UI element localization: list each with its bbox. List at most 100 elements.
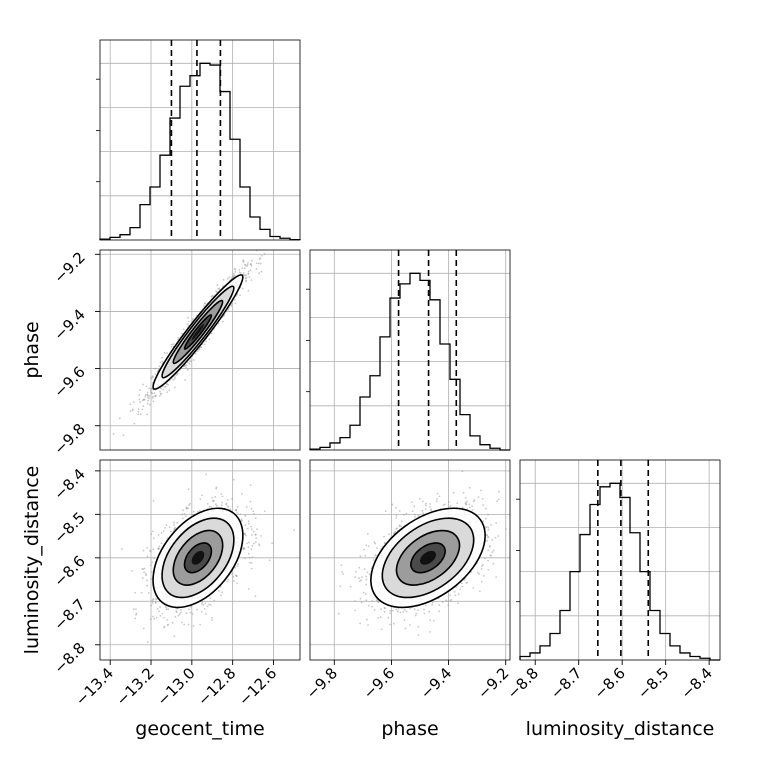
scatter-point — [141, 577, 144, 580]
scatter-point — [243, 546, 245, 549]
scatter-point — [376, 547, 378, 549]
scatter-point — [170, 530, 172, 533]
scatter-point — [354, 609, 356, 612]
scatter-point — [135, 613, 137, 616]
scatter-point — [133, 401, 135, 403]
scatter-point — [365, 544, 368, 547]
scatter-point — [150, 387, 153, 390]
scatter-point — [205, 340, 208, 343]
scatter-point — [177, 336, 180, 339]
scatter-point — [173, 521, 175, 524]
scatter-point — [164, 386, 166, 388]
scatter-point — [366, 533, 369, 535]
scatter-point — [417, 634, 420, 636]
scatter-point — [424, 604, 427, 607]
scatter-point — [250, 525, 252, 528]
scatter-point — [341, 571, 343, 573]
scatter-point — [243, 533, 246, 535]
scatter-point — [181, 513, 184, 516]
scatter-point — [174, 376, 176, 378]
scatter-point — [188, 608, 191, 611]
scatter-point — [238, 269, 241, 271]
scatter-point — [192, 359, 195, 361]
scatter-point — [236, 512, 239, 514]
scatter-point — [161, 612, 164, 615]
scatter-panel-geocent_time-luminosity_distance — [99, 459, 301, 661]
scatter-point — [374, 542, 377, 545]
scatter-point — [246, 542, 248, 545]
scatter-point — [203, 608, 206, 610]
scatter-point — [213, 599, 216, 602]
scatter-point — [208, 505, 211, 508]
scatter-point — [254, 541, 257, 543]
scatter-point — [235, 508, 238, 511]
scatter-point — [168, 389, 171, 392]
scatter-point — [209, 597, 212, 599]
scatter-point — [367, 624, 369, 626]
scatter-point — [414, 516, 416, 518]
scatter-point — [187, 320, 190, 323]
scatter-point — [184, 379, 187, 381]
scatter-point — [221, 591, 224, 594]
scatter-point — [173, 524, 175, 526]
scatter-point — [447, 501, 450, 503]
scatter-point — [293, 529, 295, 532]
panel-frame — [519, 459, 721, 661]
scatter-point — [494, 536, 497, 539]
panel-frame — [99, 249, 301, 451]
scatter-point — [247, 588, 250, 590]
scatter-point — [181, 332, 184, 335]
density-geocent_time-luminosity_distance — [121, 473, 295, 643]
scatter-point — [425, 502, 427, 505]
histogram-step-phase — [309, 272, 510, 451]
scatter-point — [383, 535, 385, 538]
scatter-point — [149, 564, 152, 567]
scatter-point — [135, 608, 137, 610]
scatter-point — [258, 544, 261, 547]
scatter-point — [530, 515, 532, 517]
scatter-point — [142, 398, 145, 401]
scatter-point — [150, 391, 153, 393]
scatter-point — [159, 606, 162, 608]
scatter-point — [159, 614, 162, 617]
scatter-point — [166, 624, 169, 627]
scatter-point — [145, 573, 147, 575]
scatter-point — [182, 517, 184, 520]
scatter-point — [208, 603, 210, 606]
scatter-point — [418, 497, 421, 500]
scatter-point — [155, 616, 158, 619]
scatter-point — [241, 287, 244, 290]
scatter-point — [410, 501, 413, 504]
scatter-point — [210, 619, 213, 621]
scatter-point — [383, 610, 386, 613]
scatter-point — [389, 623, 391, 626]
scatter-point — [244, 514, 247, 517]
scatter-point — [354, 576, 357, 578]
scatter-point — [118, 417, 121, 420]
scatter-point — [137, 413, 140, 416]
scatter-point — [151, 602, 154, 604]
scatter-point — [170, 346, 173, 348]
scatter-point — [149, 618, 152, 621]
scatter-point — [143, 567, 146, 570]
scatter-point — [487, 529, 490, 531]
scatter-point — [210, 332, 213, 335]
scatter-point — [389, 612, 392, 615]
panel-frame — [99, 459, 301, 661]
scatter-point — [402, 611, 405, 613]
scatter-point — [185, 366, 188, 369]
scatter-point — [186, 323, 189, 325]
scatter-point — [148, 397, 151, 400]
scatter-point — [154, 598, 157, 601]
scatter-point — [349, 585, 352, 588]
scatter-point — [175, 374, 178, 377]
scatter-point — [180, 609, 182, 611]
scatter-point — [157, 534, 160, 536]
scatter-point — [203, 304, 206, 307]
scatter-point — [252, 510, 255, 513]
scatter-point — [241, 519, 243, 522]
scatter-point — [187, 488, 190, 491]
scatter-point — [141, 408, 144, 411]
scatter-point — [189, 502, 192, 505]
scatter-point — [191, 318, 194, 321]
